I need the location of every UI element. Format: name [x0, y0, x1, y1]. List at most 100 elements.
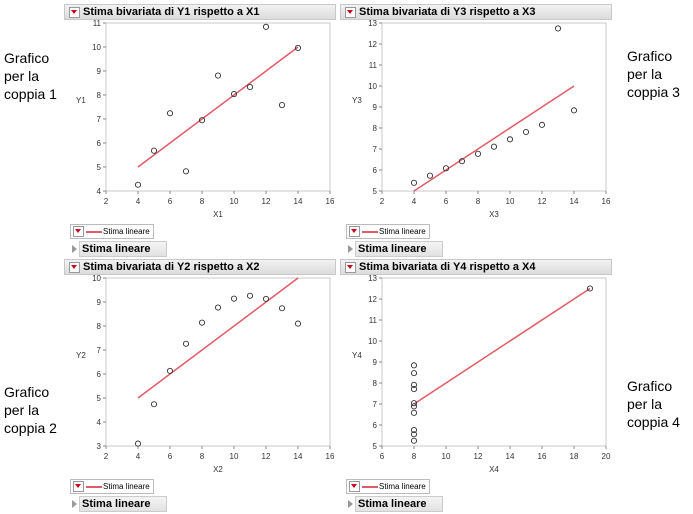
disclosure-triangle-icon[interactable]: [72, 500, 77, 509]
data-point: [246, 84, 254, 91]
x-tick-label: 2: [104, 197, 109, 206]
x-tick-label: 16: [602, 197, 611, 206]
x-tick-label: 8: [200, 452, 205, 461]
data-point: [410, 381, 418, 388]
x-tick-label: 6: [444, 197, 449, 206]
data-point: [490, 143, 498, 150]
y-tick-label: 8: [97, 322, 102, 331]
outline-label: Stima lineare: [355, 496, 444, 512]
disclosure-triangle-icon[interactable]: [72, 245, 77, 254]
panel-header[interactable]: Stima bivariata di Y2 rispetto a X2: [64, 259, 336, 275]
data-point: [278, 305, 286, 312]
y-tick-label: 9: [97, 67, 102, 76]
x-tick-label: 6: [380, 452, 385, 461]
data-point: [294, 320, 302, 327]
y-tick-label: 5: [373, 187, 378, 196]
legend: Stima lineare: [346, 224, 430, 239]
red-triangle-menu-icon[interactable]: [73, 481, 84, 492]
plot-frame: [105, 277, 331, 447]
y-tick-label: 13: [368, 19, 377, 28]
bivariate-panel: Stima bivariata di Y3 rispetto a X3 Stim…: [340, 4, 612, 257]
data-point: [410, 437, 418, 444]
outline-stima-lineare[interactable]: Stima lineare: [348, 241, 444, 257]
data-point: [294, 44, 302, 52]
red-triangle-menu-icon[interactable]: [345, 262, 356, 273]
x-tick-label: 4: [412, 197, 417, 206]
outline-stima-lineare[interactable]: Stima lineare: [72, 496, 168, 512]
y-axis-label: Y2: [76, 351, 86, 360]
legend-line-swatch: [86, 230, 102, 233]
red-triangle-menu-icon[interactable]: [349, 481, 360, 492]
red-triangle-menu-icon[interactable]: [349, 226, 360, 237]
x-tick-label: 2: [380, 197, 385, 206]
y-tick-label: 9: [373, 103, 378, 112]
fit-line: [137, 277, 299, 399]
plot-frame: [381, 22, 607, 192]
fit-line: [413, 85, 575, 192]
data-point: [230, 90, 238, 98]
legend-label: Stima lineare: [379, 482, 426, 491]
data-point: [182, 168, 190, 175]
scatter-plot: 2 4 6 8 10 12 14 16 5 6 7 8 9 10 11 12 13 X3 Y3: [352, 19, 611, 219]
disclosure-triangle-icon[interactable]: [348, 245, 353, 254]
x-tick-label: 8: [412, 452, 417, 461]
side-label-3: Grafico per la coppia 3: [627, 48, 680, 100]
outline-label: Stima lineare: [79, 241, 168, 257]
y-tick-label: 11: [369, 316, 378, 325]
data-point: [134, 440, 142, 447]
red-triangle-menu-icon[interactable]: [73, 226, 84, 237]
x-axis-label: X3: [489, 210, 499, 219]
x-tick-label: 4: [136, 197, 141, 206]
data-point: [166, 367, 174, 374]
data-point: [246, 292, 254, 299]
y-tick-label: 10: [368, 337, 377, 346]
panel-header[interactable]: Stima bivariata di Y1 rispetto a X1: [64, 4, 336, 20]
x-tick-label: 18: [570, 452, 579, 461]
outline-stima-lineare[interactable]: Stima lineare: [72, 241, 168, 257]
data-point: [262, 23, 270, 30]
data-point: [458, 158, 466, 165]
data-point: [278, 102, 286, 109]
legend-line-swatch: [362, 485, 378, 488]
data-point: [474, 150, 482, 157]
x-tick-label: 10: [506, 197, 515, 206]
y-tick-label: 4: [97, 418, 102, 427]
red-triangle-menu-icon[interactable]: [345, 7, 356, 18]
fit-line: [137, 46, 299, 168]
x-axis-label: X1: [213, 210, 223, 219]
scatter-plot: 2 4 6 8 10 12 14 16 3 4 5 6 7 8 9 10 X2 Y2: [76, 274, 335, 474]
x-tick-label: 12: [474, 452, 483, 461]
panel-header[interactable]: Stima bivariata di Y3 rispetto a X3: [340, 4, 612, 20]
disclosure-triangle-icon[interactable]: [348, 500, 353, 509]
data-point: [410, 426, 418, 434]
y-tick-label: 10: [92, 274, 101, 283]
y-tick-label: 5: [97, 163, 102, 172]
data-point: [538, 121, 546, 128]
red-triangle-menu-icon[interactable]: [69, 7, 80, 18]
bivariate-panel: Stima bivariata di Y4 rispetto a X4 Stim…: [340, 259, 612, 512]
data-point: [150, 401, 158, 408]
panel-title: Stima bivariata di Y4 rispetto a X4: [359, 261, 536, 273]
x-tick-label: 14: [294, 452, 303, 461]
y-tick-label: 12: [368, 295, 377, 304]
outline-stima-lineare[interactable]: Stima lineare: [348, 496, 444, 512]
data-point: [198, 319, 206, 326]
data-point: [410, 386, 418, 393]
data-point: [410, 431, 418, 438]
x-tick-label: 6: [168, 452, 173, 461]
x-tick-label: 16: [326, 197, 335, 206]
data-point: [166, 110, 174, 117]
data-point: [198, 117, 206, 124]
data-point: [442, 165, 450, 172]
data-point: [214, 72, 222, 79]
y-tick-label: 9: [97, 298, 102, 307]
y-tick-label: 10: [368, 82, 377, 91]
x-tick-label: 8: [476, 197, 481, 206]
data-point: [570, 107, 578, 114]
x-tick-label: 20: [602, 452, 611, 461]
y-tick-label: 6: [97, 139, 102, 148]
side-label-1: Grafico per la coppia 1: [4, 50, 57, 102]
red-triangle-menu-icon[interactable]: [69, 262, 80, 273]
panel-header[interactable]: Stima bivariata di Y4 rispetto a X4: [340, 259, 612, 275]
